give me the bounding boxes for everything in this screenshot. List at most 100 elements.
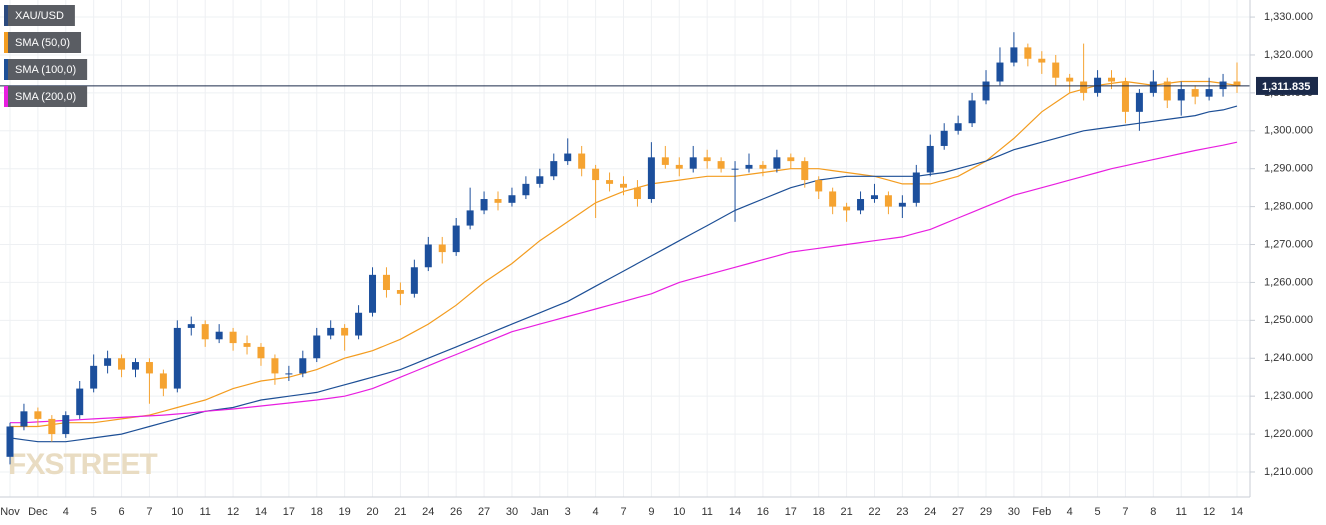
candle-body: [1066, 77, 1074, 82]
x-tick-label: 21: [394, 506, 406, 518]
x-tick-label: 11: [1176, 506, 1187, 518]
candle-body: [341, 327, 349, 336]
candle-body: [396, 290, 404, 294]
candle-body: [313, 335, 321, 359]
candle-body: [1233, 81, 1241, 86]
x-tick-label: 7: [620, 506, 626, 518]
candle-body: [229, 331, 237, 344]
y-tick-label: 1,260.000: [1264, 276, 1313, 288]
x-tick-label: 16: [757, 506, 769, 518]
y-tick-label: 1,320.000: [1264, 49, 1313, 61]
candle-body: [1163, 81, 1171, 101]
candle-body: [76, 388, 84, 416]
candle-body: [606, 180, 614, 184]
candle-body: [1024, 47, 1032, 59]
legend-label: SMA (100,0): [15, 64, 76, 76]
x-tick-label: 29: [980, 506, 992, 518]
candle-body: [1080, 81, 1088, 93]
candle-body: [745, 164, 753, 169]
candle-body: [801, 161, 809, 181]
x-tick-label: 4: [593, 506, 599, 518]
candle-body: [857, 199, 865, 211]
y-tick-label: 1,270.000: [1264, 238, 1313, 250]
candle-body: [173, 327, 181, 389]
candle-body: [633, 187, 641, 200]
x-tick-label: 14: [729, 506, 741, 518]
x-tick-label: 6: [118, 506, 124, 518]
candle-body: [787, 157, 795, 162]
legend-box: [4, 86, 88, 107]
x-tick-label: 27: [478, 506, 490, 518]
candle-body: [647, 157, 655, 200]
x-tick-label: 11: [701, 506, 712, 518]
x-tick-label: Jan: [531, 506, 549, 518]
candle-body: [131, 362, 139, 370]
x-tick-label: 22: [868, 506, 880, 518]
candle-body: [843, 206, 851, 211]
x-tick-label: 9: [648, 506, 654, 518]
y-tick-label: 1,290.000: [1264, 163, 1313, 175]
plot: [0, 32, 1250, 465]
y-tick-label: 1,300.000: [1264, 125, 1313, 137]
candle-body: [550, 161, 558, 177]
candle-body: [1052, 62, 1060, 78]
x-tick-label: 26: [450, 506, 462, 518]
legend: XAU/USD SMA (50,0) SMA (100,0) SMA (200,0): [4, 5, 88, 107]
candle-body: [1149, 81, 1157, 93]
candle-body: [1094, 77, 1102, 93]
x-tick-label: 3: [565, 506, 571, 518]
candle-body: [466, 210, 474, 226]
candle-body: [759, 164, 767, 169]
legend-label: XAU/USD: [15, 10, 64, 22]
x-tick-label: 27: [952, 506, 964, 518]
x-tick-label: 17: [785, 506, 797, 518]
candle-body: [201, 324, 209, 340]
legend-swatch: [4, 59, 8, 80]
candle-body: [703, 157, 711, 162]
candle-body: [1177, 89, 1185, 101]
candle-body: [954, 123, 962, 131]
legend-label: SMA (50,0): [15, 37, 70, 49]
candle-body: [271, 358, 279, 374]
candle-body: [48, 418, 56, 435]
candle-body: [62, 415, 70, 435]
candle-body: [104, 358, 112, 366]
candle-body: [438, 244, 446, 253]
candle-body: [145, 362, 153, 374]
x-tick-label: 14: [1231, 506, 1243, 518]
candle-body: [870, 195, 878, 200]
x-tick-label: 11: [199, 506, 210, 518]
legend-swatch: [4, 86, 8, 107]
x-tick-label: 24: [924, 506, 936, 518]
candle-body: [717, 161, 725, 169]
candle-body: [424, 244, 432, 268]
x-tick-label: 5: [1095, 506, 1101, 518]
candle-body: [410, 267, 418, 294]
legend-label: SMA (200,0): [15, 91, 76, 103]
candle-body: [299, 358, 307, 374]
x-tick-label: 21: [840, 506, 852, 518]
candle-body: [968, 100, 976, 124]
watermark: FXSTREET: [8, 448, 157, 481]
y-tick-label: 1,330.000: [1264, 11, 1313, 23]
candle-body: [815, 180, 823, 192]
legend-box: [4, 32, 82, 53]
candle-body: [1010, 47, 1018, 63]
candle-body: [355, 312, 363, 336]
candle-body: [675, 164, 683, 169]
candle-body: [912, 172, 920, 203]
x-tick-label: 10: [673, 506, 685, 518]
x-tick-label: 30: [1008, 506, 1020, 518]
candle-body: [884, 195, 892, 207]
last-price-label: 1,311.835: [1262, 81, 1310, 93]
x-tick-label: Feb: [1032, 506, 1051, 518]
y-tick-label: 1,230.000: [1264, 390, 1313, 402]
x-tick-label: 30: [506, 506, 518, 518]
x-tick-label: 14: [255, 506, 267, 518]
candle-body: [1205, 89, 1213, 97]
candle-body: [90, 365, 98, 389]
candle-body: [159, 373, 167, 389]
candle-body: [731, 168, 739, 170]
